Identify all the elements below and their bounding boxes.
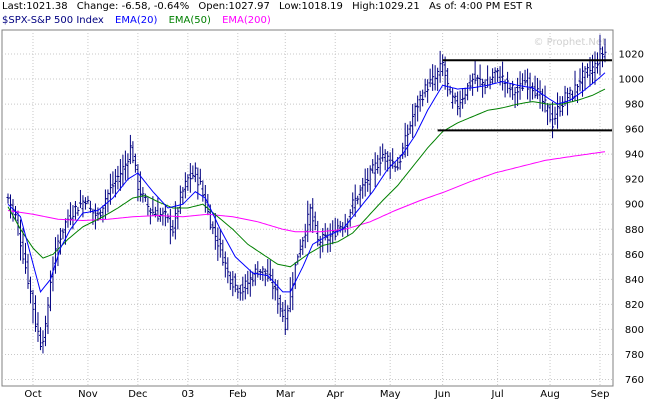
- y-tick-label: 860: [625, 250, 644, 261]
- x-tick-label: Jul: [491, 389, 504, 400]
- change-value: Change: -6.58, -0.64%: [76, 1, 190, 12]
- ema200-line: [7, 151, 606, 233]
- x-tick-label: Aug: [540, 389, 560, 400]
- y-tick-label: 820: [625, 300, 644, 311]
- y-tick-label: 980: [625, 100, 644, 111]
- x-tick-label: Oct: [24, 389, 41, 400]
- legend-item-ema200: EMA(200): [222, 15, 271, 26]
- y-tick-label: 880: [625, 225, 644, 236]
- as-of-time: As of: 4:00 PM EST R: [428, 1, 533, 12]
- x-tick-label: Sep: [591, 389, 610, 400]
- y-tick-label: 920: [625, 175, 644, 186]
- y-tick-label: 900: [625, 200, 644, 211]
- y-tick-label: 840: [625, 275, 644, 286]
- x-tick-label: 03: [181, 389, 194, 400]
- y-tick-label: 780: [625, 350, 644, 361]
- chart-legend: $SPX-S&P 500 Index EMA(20) EMA(50) EMA(2…: [2, 15, 642, 28]
- x-tick-label: Apr: [327, 389, 345, 400]
- x-tick-label: Dec: [128, 389, 147, 400]
- ema50-line: [7, 88, 606, 268]
- y-tick-label: 940: [625, 150, 644, 161]
- quote-summary: Last:1021.38 Change: -6.58, -0.64% Open:…: [2, 1, 642, 14]
- x-tick-label: Feb: [229, 389, 247, 400]
- y-tick-label: 760: [625, 375, 644, 386]
- open-price: Open:1027.97: [198, 1, 270, 12]
- ema20-line: [7, 72, 606, 293]
- y-tick-label: 960: [625, 125, 644, 136]
- legend-item-price: $SPX-S&P 500 Index: [2, 15, 104, 26]
- x-tick-label: Mar: [276, 389, 296, 400]
- low-price: Low:1018.19: [279, 1, 343, 12]
- high-price: High:1029.21: [352, 1, 420, 12]
- x-tick-label: Nov: [78, 389, 98, 400]
- y-tick-label: 1020: [619, 50, 644, 61]
- legend-item-ema50: EMA(50): [168, 15, 211, 26]
- x-tick-label: May: [380, 389, 401, 400]
- last-price: Last:1021.38: [2, 1, 68, 12]
- x-tick-label: Jun: [434, 389, 451, 400]
- watermark: © Prophet.Net: [533, 37, 606, 48]
- y-tick-label: 1000: [619, 75, 644, 86]
- legend-item-ema20: EMA(20): [115, 15, 158, 26]
- y-tick-label: 800: [625, 325, 644, 336]
